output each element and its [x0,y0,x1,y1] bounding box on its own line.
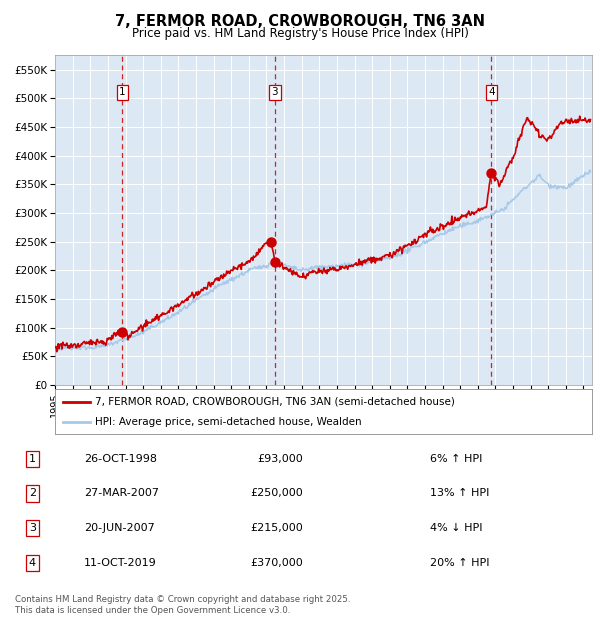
Text: Contains HM Land Registry data © Crown copyright and database right 2025.
This d: Contains HM Land Registry data © Crown c… [15,595,350,614]
Text: 20% ↑ HPI: 20% ↑ HPI [430,558,489,568]
Text: 11-OCT-2019: 11-OCT-2019 [84,558,157,568]
Text: 4: 4 [29,558,36,568]
Text: 4: 4 [488,87,495,97]
Text: £370,000: £370,000 [250,558,303,568]
Text: 4% ↓ HPI: 4% ↓ HPI [430,523,482,533]
Text: 2: 2 [29,489,36,498]
Text: HPI: Average price, semi-detached house, Wealden: HPI: Average price, semi-detached house,… [95,417,362,427]
Text: £215,000: £215,000 [250,523,303,533]
Text: 27-MAR-2007: 27-MAR-2007 [84,489,159,498]
Text: Price paid vs. HM Land Registry's House Price Index (HPI): Price paid vs. HM Land Registry's House … [131,27,469,40]
Text: 7, FERMOR ROAD, CROWBOROUGH, TN6 3AN: 7, FERMOR ROAD, CROWBOROUGH, TN6 3AN [115,14,485,29]
Text: £93,000: £93,000 [257,454,303,464]
Text: 1: 1 [119,87,126,97]
Text: 3: 3 [271,87,278,97]
Text: 20-JUN-2007: 20-JUN-2007 [84,523,155,533]
Text: 3: 3 [29,523,36,533]
Text: £250,000: £250,000 [250,489,303,498]
Text: 26-OCT-1998: 26-OCT-1998 [84,454,157,464]
Text: 1: 1 [29,454,36,464]
Text: 7, FERMOR ROAD, CROWBOROUGH, TN6 3AN (semi-detached house): 7, FERMOR ROAD, CROWBOROUGH, TN6 3AN (se… [95,397,455,407]
Text: 13% ↑ HPI: 13% ↑ HPI [430,489,489,498]
Text: 6% ↑ HPI: 6% ↑ HPI [430,454,482,464]
